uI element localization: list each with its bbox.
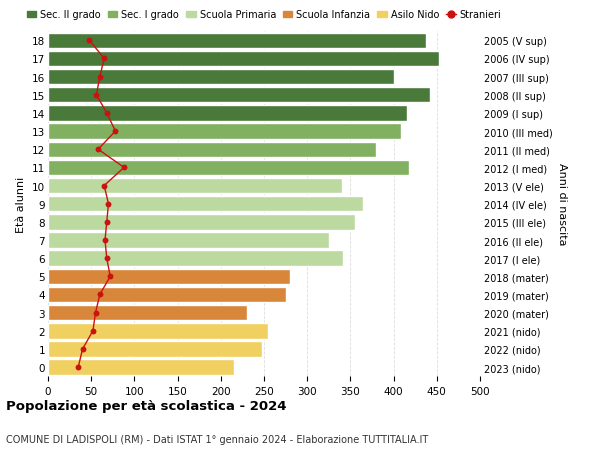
Y-axis label: Anni di nascita: Anni di nascita [557,163,567,246]
Bar [48,196,364,212]
Bar [48,341,262,357]
Point [73,364,83,371]
Point [78,346,88,353]
Legend: Sec. II grado, Sec. I grado, Scuola Primaria, Scuola Infanzia, Asilo Nido, Stran: Sec. II grado, Sec. I grado, Scuola Prim… [27,11,501,20]
Bar [48,215,355,230]
Text: COMUNE DI LADISPOLI (RM) - Dati ISTAT 1° gennaio 2024 - Elaborazione TUTTITALIA.: COMUNE DI LADISPOLI (RM) - Dati ISTAT 1°… [6,434,428,444]
Point [94,146,103,154]
Point [119,164,129,172]
Bar [48,324,268,339]
Point [110,128,120,135]
Bar [48,359,234,375]
Bar [48,51,439,67]
Bar [48,179,342,194]
Y-axis label: Età alunni: Età alunni [16,176,26,232]
Bar [48,269,290,285]
Point [88,327,98,335]
Point [95,74,104,81]
Bar [48,88,430,103]
Point [100,56,109,63]
Bar [48,160,409,176]
Point [104,201,113,208]
Bar [48,287,286,302]
Point [95,291,104,298]
Bar [48,106,407,121]
Point [85,38,94,45]
Bar [48,305,247,321]
Bar [48,124,401,140]
Bar [48,142,376,157]
Bar [48,251,343,266]
Bar [48,233,329,248]
Point [100,237,110,244]
Text: Popolazione per età scolastica - 2024: Popolazione per età scolastica - 2024 [6,399,287,412]
Point [102,255,112,262]
Bar [48,70,394,85]
Point [100,183,109,190]
Point [106,273,115,280]
Point [92,92,101,99]
Bar [48,34,427,49]
Point [91,309,100,317]
Point [102,218,112,226]
Point [102,110,112,118]
